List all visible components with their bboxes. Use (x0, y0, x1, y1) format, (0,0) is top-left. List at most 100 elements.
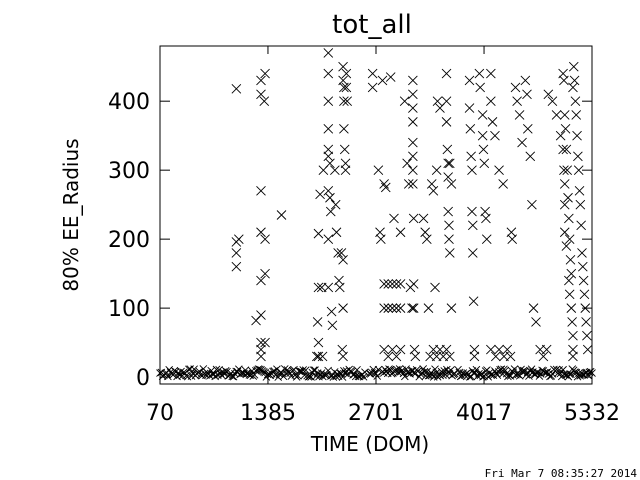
baseline-point (324, 366, 332, 375)
data-point (260, 68, 270, 79)
x-tick-label: 4017 (456, 401, 512, 426)
x-tick-label: 70 (146, 401, 174, 426)
data-point (444, 158, 455, 169)
data-point (408, 165, 418, 175)
data-point (341, 68, 352, 79)
data-point (403, 179, 414, 189)
data-point (568, 330, 578, 341)
data-point (387, 279, 398, 289)
data-point (571, 110, 582, 120)
data-point (420, 227, 430, 238)
data-point (561, 144, 572, 155)
y-tick-label: 300 (108, 159, 150, 184)
baseline-point (254, 365, 263, 373)
data-point (475, 82, 486, 93)
data-point (315, 189, 325, 200)
baseline-point (186, 365, 195, 373)
data-point (444, 248, 455, 258)
data-point (568, 351, 578, 362)
data-point (330, 199, 341, 210)
data-point (479, 158, 490, 169)
data-point (260, 268, 270, 279)
data-point (323, 123, 334, 134)
y-axis-label: 80% EE_Radius (59, 138, 83, 291)
data-point (487, 117, 498, 127)
data-point (469, 351, 480, 362)
data-point (528, 303, 539, 313)
data-point (336, 248, 347, 258)
data-point (333, 248, 343, 258)
data-point (443, 158, 453, 169)
x-axis-ticks: 70 1385 2701 4017 5332 (146, 46, 620, 426)
data-point (391, 279, 402, 289)
data-point (331, 227, 342, 238)
data-point (431, 165, 442, 175)
data-point (395, 227, 406, 238)
baseline-point (300, 371, 309, 380)
data-point (367, 68, 378, 79)
data-point (408, 151, 418, 162)
data-point (573, 165, 584, 175)
data-point (582, 344, 593, 355)
data-point (442, 144, 453, 155)
y-tick-label: 100 (108, 297, 150, 322)
data-point (323, 48, 334, 58)
data-point (559, 199, 570, 210)
data-point (579, 289, 590, 300)
data-point (522, 123, 533, 134)
data-point (478, 144, 489, 155)
baseline-point (505, 371, 514, 380)
data-point (444, 220, 454, 231)
data-point (527, 199, 537, 210)
data-point (340, 158, 351, 169)
data-point (276, 210, 287, 220)
data-point (387, 344, 398, 355)
data-point (325, 158, 335, 169)
data-point (323, 96, 334, 107)
data-point (444, 234, 454, 244)
data-point (408, 303, 419, 313)
data-point (330, 165, 340, 175)
data-point (507, 234, 518, 244)
baseline-point (458, 371, 466, 380)
timestamp: Fri Mar 7 08:35:27 2014 (485, 467, 638, 480)
baseline-point (547, 372, 556, 380)
data-point (323, 186, 334, 196)
data-point (391, 351, 402, 362)
data-point (426, 179, 437, 189)
data-point (408, 75, 418, 86)
baseline-point (164, 372, 172, 381)
data-point (402, 158, 412, 169)
data-point (568, 344, 578, 355)
data-point (339, 82, 349, 93)
data-point (559, 110, 570, 120)
baseline-point (372, 369, 380, 378)
data-point (564, 275, 574, 286)
data-point (408, 117, 418, 127)
data-point (477, 110, 488, 120)
data-point (408, 89, 418, 100)
data-point (342, 96, 353, 107)
data-point (325, 192, 335, 203)
data-point (340, 165, 351, 175)
data-point (490, 130, 500, 141)
data-point (338, 303, 348, 313)
baseline-point (515, 371, 524, 380)
data-point (339, 96, 349, 107)
baseline-point (535, 372, 544, 380)
data-point (256, 344, 266, 355)
baseline-point (273, 365, 281, 374)
data-point (502, 344, 513, 355)
data-point (441, 68, 452, 79)
data-point (541, 344, 552, 355)
data-point (312, 317, 323, 327)
data-point (498, 179, 508, 189)
data-point (577, 248, 587, 258)
baseline-point (472, 365, 481, 374)
data-point (510, 82, 521, 93)
data-point (323, 68, 334, 79)
data-point (572, 130, 582, 141)
data-point (444, 351, 455, 362)
data-point (399, 96, 410, 107)
data-point (568, 61, 579, 72)
